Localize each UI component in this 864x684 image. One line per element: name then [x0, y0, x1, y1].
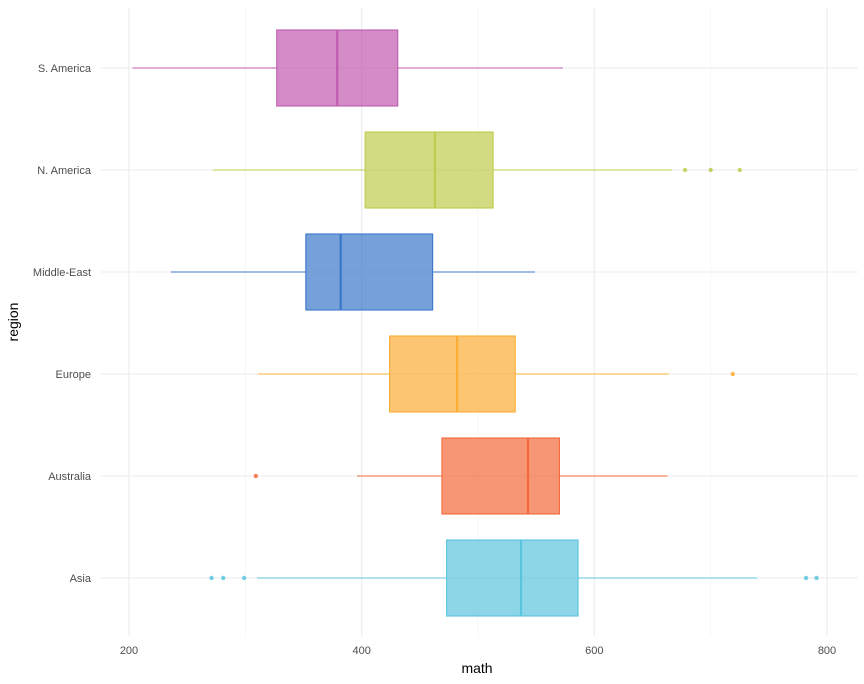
box-s-america — [132, 29, 563, 107]
box-n-america — [212, 131, 742, 209]
box-middle-east — [170, 233, 536, 311]
x-tick-label: 400 — [352, 645, 370, 657]
y-tick-label: Australia — [48, 471, 92, 483]
y-tick-label: N. America — [37, 165, 92, 177]
y-tick-label: Europe — [56, 369, 91, 381]
x-tick-label: 200 — [120, 645, 138, 657]
outlier-point — [682, 167, 688, 173]
y-tick-label: S. America — [38, 63, 92, 75]
box-asia — [209, 539, 819, 617]
outlier-point — [803, 575, 809, 581]
boxes — [132, 29, 819, 617]
outlier-point — [221, 575, 226, 581]
box-australia — [253, 437, 668, 515]
x-tick-labels: 200 400 600 800 — [120, 645, 836, 657]
outlier-point — [241, 575, 247, 581]
outlier-point — [209, 575, 214, 581]
box-iqr — [364, 131, 494, 209]
x-tick-label: 800 — [818, 645, 836, 657]
outlier-point — [708, 167, 713, 173]
x-tick-label: 600 — [585, 645, 603, 657]
y-tick-labels: Asia Australia Europe Middle-East N. America… — [33, 63, 92, 585]
outlier-point — [253, 473, 259, 479]
outlier-point — [730, 371, 735, 377]
y-tick-label: Middle-East — [33, 267, 91, 279]
x-axis-title: math — [461, 660, 492, 676]
box-europe — [258, 335, 735, 413]
outlier-point — [737, 167, 742, 173]
box-iqr — [305, 233, 434, 311]
box-iqr — [389, 335, 516, 413]
y-tick-label: Asia — [70, 573, 92, 585]
box-iqr — [446, 539, 579, 617]
outlier-point — [814, 575, 819, 581]
y-axis-title: region — [5, 303, 21, 342]
box-iqr — [441, 437, 560, 515]
